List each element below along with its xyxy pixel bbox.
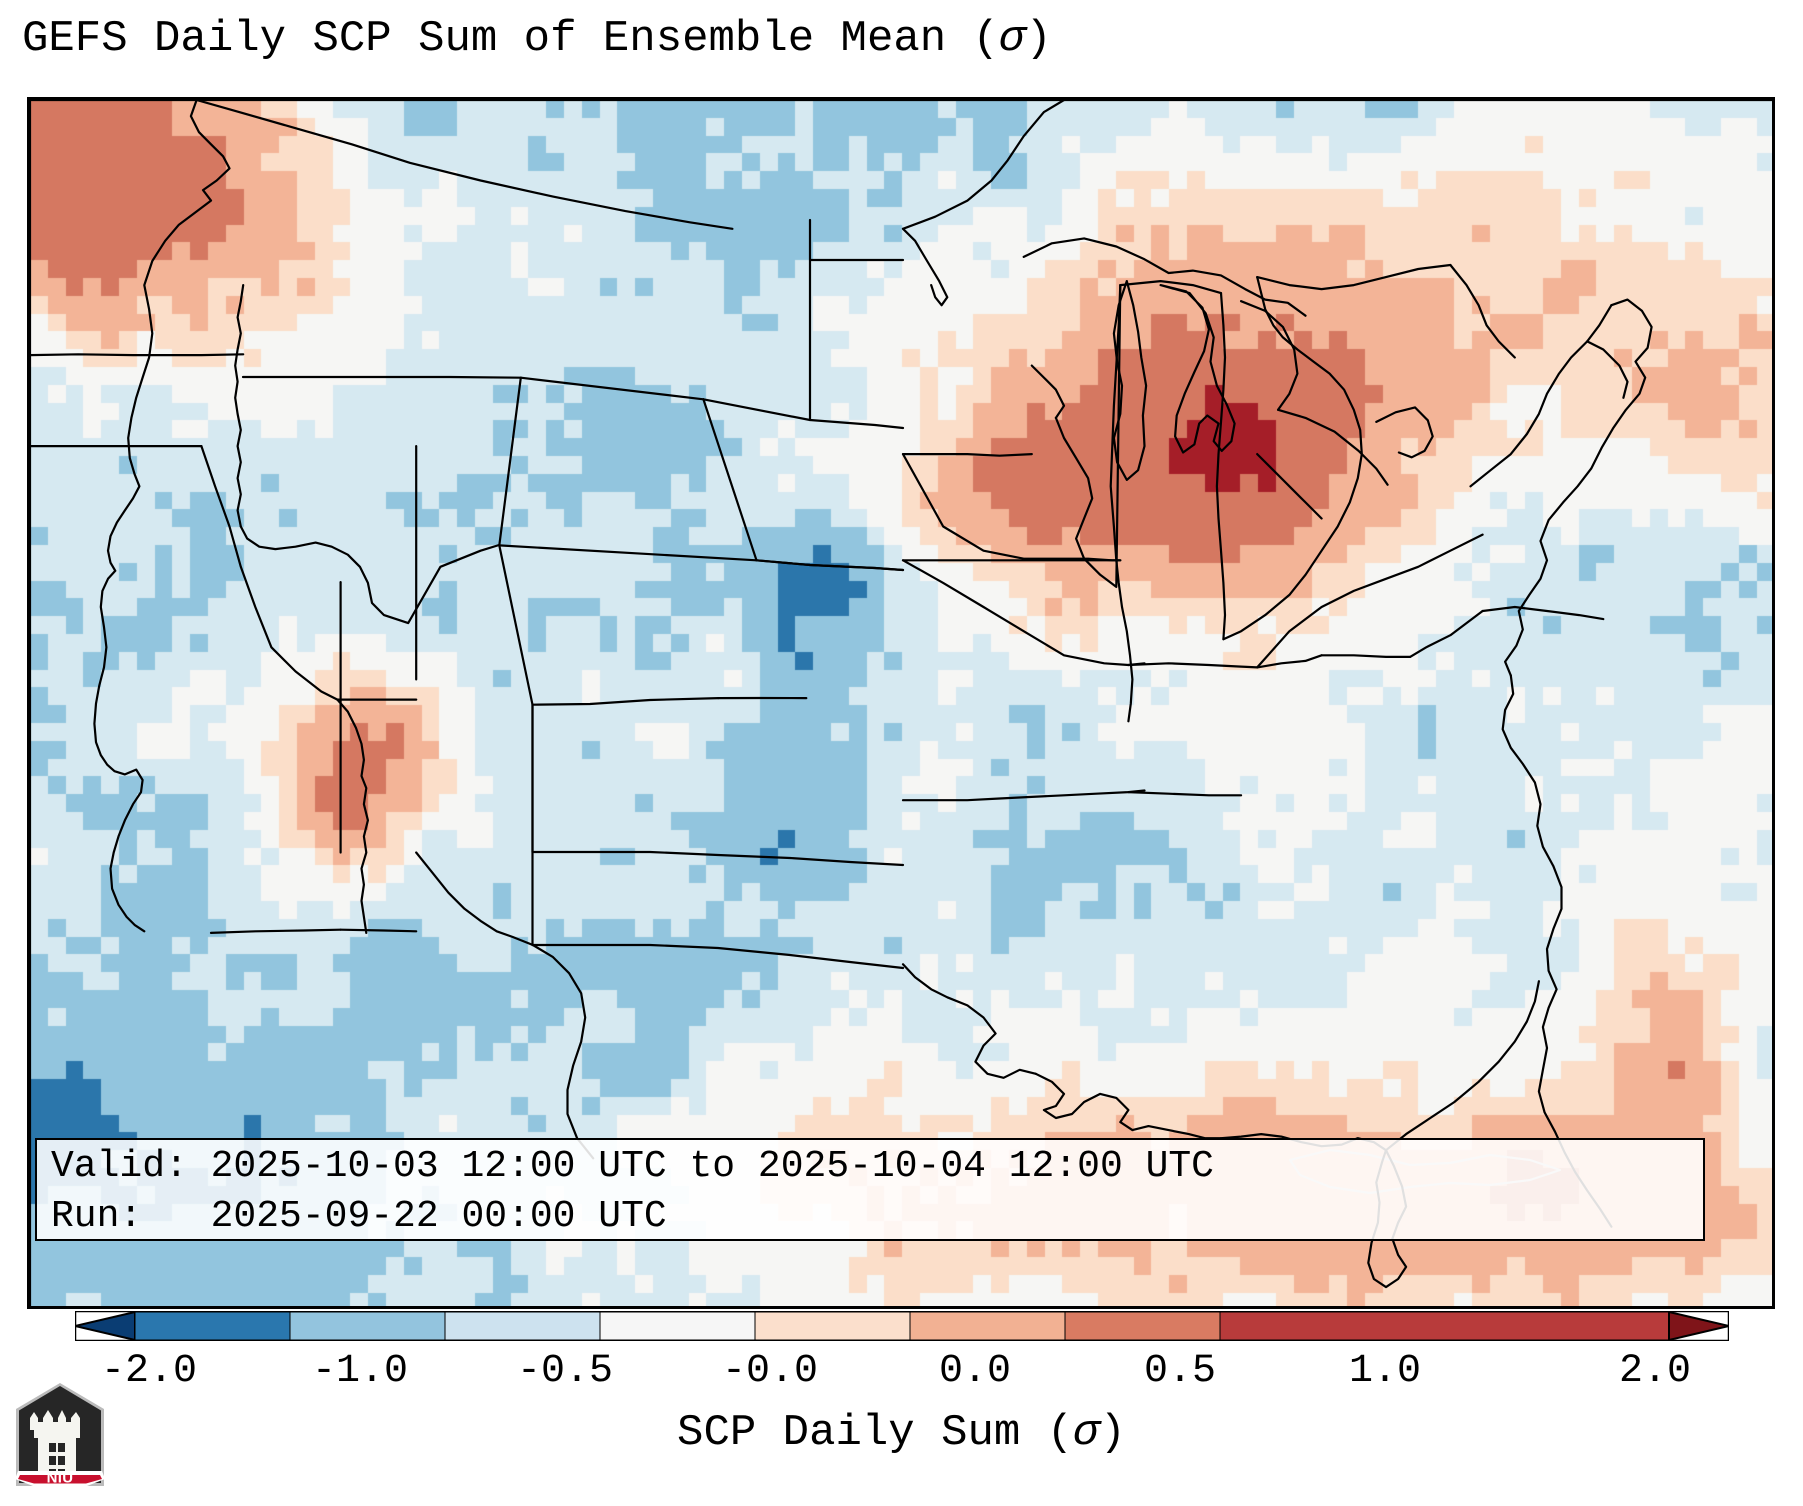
svg-text:NIU: NIU xyxy=(47,1470,74,1487)
